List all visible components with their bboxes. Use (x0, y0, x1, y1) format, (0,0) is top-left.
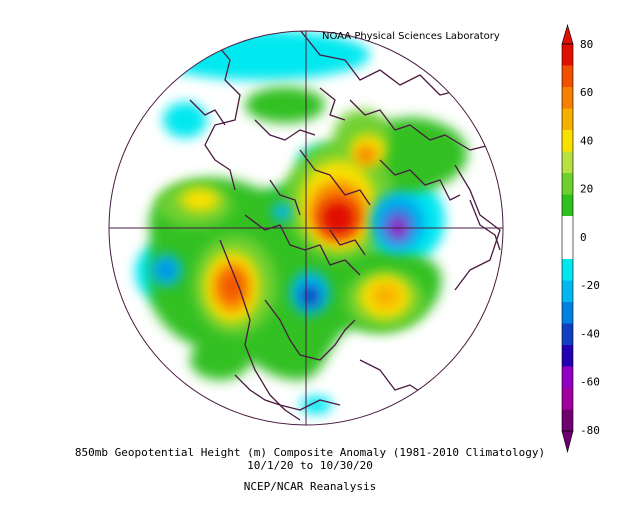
negative-cores (150, 192, 426, 315)
color-bar: 80 60 40 20 0 -20 -40 -60 -80 (561, 23, 600, 454)
color-bar-tick-label: 40 (580, 134, 593, 147)
caption-dates: 10/1/20 to 10/30/20 (247, 459, 373, 472)
color-bar-segment (562, 366, 573, 389)
color-bar-segment (562, 216, 573, 238)
color-bar-tick-label: -60 (580, 376, 600, 389)
color-bar-tick-label: 80 (580, 38, 593, 51)
caption-source: NCEP/NCAR Reanalysis (243, 480, 377, 493)
color-bar-segment (562, 151, 573, 174)
color-bar-tick-label: 0 (580, 231, 587, 244)
color-bar-tick-label: -40 (580, 327, 600, 340)
color-bar-segment (562, 302, 573, 324)
color-bar-segment (562, 108, 573, 131)
color-bar-segment (562, 237, 573, 260)
credit-label: NOAA Physical Sciences Laboratory (322, 31, 500, 42)
caption-title: 850mb Geopotential Height (m) Composite … (74, 446, 546, 459)
graticule (109, 31, 503, 425)
color-bar-segment (562, 323, 573, 346)
color-bar-tick-label: 20 (580, 183, 593, 196)
color-bar-segment (562, 388, 573, 410)
color-bar-tick-label: 60 (580, 86, 593, 99)
color-bar-segment (562, 44, 573, 66)
color-bar-frame (561, 43, 574, 432)
color-bar-tick-label: -80 (580, 424, 600, 437)
color-bar-segment (562, 345, 573, 367)
color-bar-segment (562, 65, 573, 88)
color-bar-segment (562, 173, 573, 195)
color-bar-segment (562, 259, 573, 281)
color-bar-tick-label: -20 (580, 279, 600, 292)
positive-peak (223, 200, 356, 299)
color-bar-top-arrow (561, 23, 574, 45)
color-bar-segment (562, 409, 573, 432)
color-bar-segment (562, 194, 573, 217)
map-border (108, 30, 504, 426)
anomaly-fields (135, 31, 501, 421)
polar-map (108, 30, 504, 426)
color-bar-segment (562, 130, 573, 152)
color-bar-segment (562, 87, 573, 109)
color-bar-segment (562, 280, 573, 303)
